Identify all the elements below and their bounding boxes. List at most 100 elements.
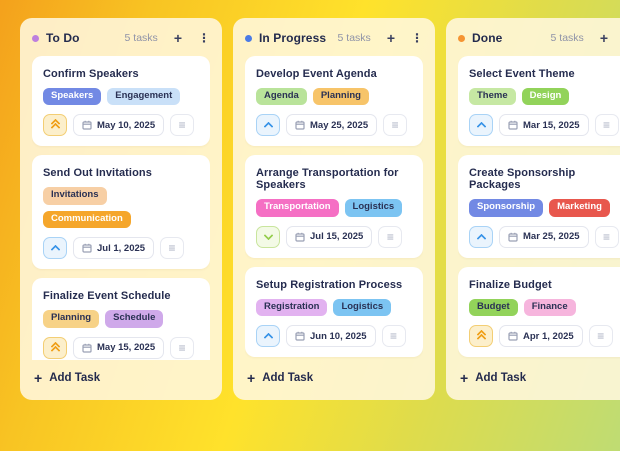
due-date-chip[interactable]: May 25, 2025 (286, 114, 378, 137)
calendar-icon (82, 121, 92, 131)
plus-icon: + (460, 370, 469, 386)
tag: Marketing (549, 199, 610, 217)
notes-icon: ≡ (178, 118, 186, 133)
add-card-icon[interactable]: + (386, 30, 395, 46)
notes-icon: ≡ (391, 118, 399, 133)
priority-badge[interactable] (43, 237, 67, 260)
due-date: Apr 1, 2025 (523, 330, 574, 342)
notes-chip[interactable]: ≡ (594, 114, 619, 137)
task-card[interactable]: Select Event Theme Theme Design Mar 15, … (458, 56, 620, 147)
tag-list: Sponsorship Marketing (469, 199, 620, 217)
priority-badge[interactable] (469, 225, 493, 248)
column-header: Done 5 tasks + ⋮ (458, 27, 620, 49)
tag-list: Budget Finance (469, 298, 620, 317)
kanban-board: To Do 5 tasks + ⋮ Confirm Speakers Speak… (20, 18, 620, 400)
notes-chip[interactable]: ≡ (381, 325, 406, 348)
tag: Theme (469, 88, 516, 106)
card-list: Select Event Theme Theme Design Mar 15, … (458, 56, 620, 360)
due-date-chip[interactable]: Mar 25, 2025 (499, 225, 589, 248)
tag-list: Planning Schedule (43, 310, 199, 328)
priority-badge[interactable] (256, 325, 280, 348)
column-title: To Do (46, 31, 80, 45)
column-task-count: 5 tasks (550, 32, 584, 44)
task-card[interactable]: Arrange Transportation for Speakers Tran… (245, 155, 423, 258)
tag: Planning (312, 88, 369, 106)
tag-list: Speakers Engagement (43, 88, 199, 106)
tag-list: Invitations Communication (43, 187, 199, 229)
due-date-chip[interactable]: Mar 15, 2025 (499, 114, 589, 137)
add-task-button[interactable]: + Add Task (245, 362, 423, 394)
tag: Invitations (43, 187, 107, 205)
notes-icon: ≡ (603, 229, 611, 244)
task-title: Create Sponsorship Packages (469, 167, 576, 192)
notes-chip[interactable]: ≡ (383, 114, 408, 137)
notes-chip[interactable]: ≡ (594, 225, 619, 248)
add-task-button[interactable]: + Add Task (32, 362, 210, 394)
column-task-count: 5 tasks (337, 32, 371, 44)
card-meta: Mar 25, 2025 ≡ (469, 225, 620, 248)
task-title: Develop Event Agenda (256, 68, 377, 80)
task-title: Finalize Budget (469, 278, 552, 291)
notes-chip[interactable]: ≡ (160, 237, 185, 260)
priority-badge[interactable] (43, 114, 67, 137)
tag: Finance (523, 298, 576, 317)
priority-badge[interactable] (469, 325, 493, 348)
tag-list: Theme Design (469, 88, 620, 106)
task-card[interactable]: Setup Registration Process Registration … (245, 266, 423, 358)
add-card-icon[interactable]: + (173, 30, 182, 46)
task-card[interactable]: Finalize Event Schedule Planning Schedul… (32, 278, 210, 360)
notes-icon: ≡ (603, 118, 611, 133)
column-menu-icon[interactable]: ⋮ (411, 31, 423, 45)
priority-badge[interactable] (256, 114, 280, 137)
task-card[interactable]: Develop Event Agenda Agenda Planning May… (245, 56, 423, 147)
calendar-icon (82, 244, 92, 253)
notes-chip[interactable]: ≡ (170, 336, 195, 359)
card-meta: Apr 1, 2025 ≡ (469, 325, 620, 348)
due-date: Mar 15, 2025 (523, 119, 580, 131)
due-date: May 10, 2025 (97, 119, 156, 131)
notes-chip[interactable]: ≡ (588, 325, 613, 348)
calendar-icon (295, 332, 305, 341)
column-title: In Progress (259, 31, 327, 45)
card-list: Confirm Speakers Speakers Engagement May… (32, 56, 210, 360)
priority-badge[interactable] (256, 225, 280, 248)
card-meta: May 10, 2025 ≡ (43, 114, 199, 137)
add-task-label: Add Task (49, 372, 101, 384)
tag: Sponsorship (469, 199, 544, 217)
column-header: To Do 5 tasks + ⋮ (32, 27, 210, 49)
due-date-chip[interactable]: Jun 10, 2025 (286, 325, 376, 348)
due-date: May 25, 2025 (310, 119, 369, 131)
column-status-dot (245, 34, 252, 42)
card-meta: Mar 15, 2025 ≡ (469, 114, 620, 137)
tag: Logistics (344, 199, 403, 217)
calendar-icon (295, 121, 305, 131)
due-date-chip[interactable]: May 10, 2025 (73, 114, 165, 137)
priority-badge[interactable] (43, 336, 67, 359)
column-header: In Progress 5 tasks + ⋮ (245, 27, 423, 49)
due-date-chip[interactable]: Apr 1, 2025 (499, 325, 583, 348)
notes-icon: ≡ (168, 241, 176, 256)
tag: Engagement (107, 88, 181, 106)
due-date-chip[interactable]: Jul 1, 2025 (73, 237, 155, 260)
tag: Schedule (105, 310, 164, 328)
due-date-chip[interactable]: Jul 15, 2025 (286, 225, 373, 248)
priority-badge[interactable] (469, 114, 493, 137)
card-list: Develop Event Agenda Agenda Planning May… (245, 56, 423, 360)
add-task-button[interactable]: + Add Task (458, 362, 620, 394)
notes-chip[interactable]: ≡ (378, 225, 403, 248)
column-menu-icon[interactable]: ⋮ (198, 31, 210, 45)
task-card[interactable]: Finalize Budget Budget Finance Apr 1, 20… (458, 266, 620, 358)
add-card-icon[interactable]: + (599, 30, 608, 46)
plus-icon: + (247, 370, 256, 386)
task-title: Select Event Theme (469, 68, 575, 80)
task-card[interactable]: Send Out Invitations Invitations Communi… (32, 155, 210, 270)
due-date-chip[interactable]: May 15, 2025 (73, 336, 165, 359)
task-card[interactable]: Create Sponsorship Packages Sponsorship … (458, 155, 620, 258)
column-task-count: 5 tasks (124, 32, 158, 44)
tag: Communication (43, 210, 131, 229)
tag: Agenda (256, 88, 307, 106)
notes-icon: ≡ (390, 329, 398, 344)
notes-chip[interactable]: ≡ (170, 114, 195, 137)
due-date: May 15, 2025 (97, 342, 156, 354)
task-card[interactable]: Confirm Speakers Speakers Engagement May… (32, 56, 210, 147)
